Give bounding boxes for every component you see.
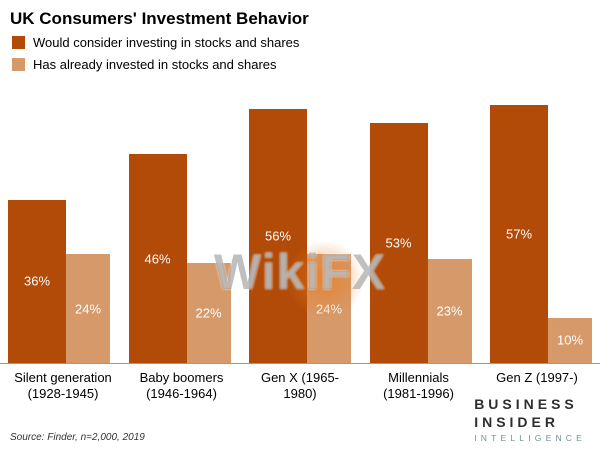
bar-pair: 56% 24%: [249, 91, 351, 363]
bar-already: 23%: [427, 258, 472, 363]
bar-value-label: 24%: [74, 301, 102, 317]
legend-swatch-already-icon: [12, 57, 25, 71]
bar-value-label: 10%: [556, 332, 584, 348]
bar-value-label: 23%: [436, 303, 463, 319]
chart-title: UK Consumers' Investment Behavior: [10, 9, 309, 28]
x-axis-label: Baby boomers (1946-1964): [139, 370, 224, 402]
legend-label-already: Has already invested in stocks and share…: [33, 56, 277, 72]
bar-consider: 57%: [490, 104, 548, 363]
bar-value-label: 53%: [385, 235, 412, 251]
legend-item-consider: Would consider investing in stocks and s…: [12, 35, 600, 52]
bar-group: 57% 10%: [490, 91, 592, 363]
plot-area: 36% 24% 46% 22% 56% 24% 53% 23% 57% 10%: [0, 92, 600, 364]
bar-consider: 36%: [8, 199, 66, 363]
x-axis-labels: Silent generation (1928-1945) Baby boomers…: [0, 364, 600, 403]
legend-label-consider: Would consider investing in stocks and s…: [33, 35, 300, 50]
bar-already: 10%: [548, 317, 592, 363]
bar-value-label: 22%: [195, 305, 222, 321]
bar-chart: 36% 24% 46% 22% 56% 24% 53% 23% 57% 10% Silent ge…: [0, 92, 600, 403]
bar-consider: 56%: [249, 109, 307, 363]
brand-line-intelligence: INTELLIGENCE: [474, 433, 586, 443]
bar-value-label: 46%: [144, 251, 171, 267]
bar-value-label: 57%: [505, 226, 533, 242]
business-insider-logo: BUSINESS INSIDER INTELLIGENCE: [474, 396, 586, 443]
bar-consider: 53%: [369, 122, 428, 363]
legend: Would consider investing in stocks and s…: [0, 33, 600, 74]
bar-pair: 36% 24%: [8, 91, 110, 363]
x-axis-label: Silent generation (1928-1945): [14, 370, 112, 402]
bar-value-label: 56%: [264, 228, 292, 244]
bar-consider: 46%: [128, 154, 187, 363]
bar-group: 46% 22%: [128, 91, 231, 363]
brand-line-insider: INSIDER: [474, 413, 559, 430]
x-axis-label: Gen Z (1997-): [496, 370, 578, 385]
source-note: Source: Finder, n=2,000, 2019: [10, 432, 145, 443]
x-axis-label: Gen X (1965-1980): [260, 370, 340, 402]
bar-group: 56% 24%: [249, 91, 351, 363]
bar-group: 36% 24%: [8, 91, 110, 363]
x-axis-label: Millennials (1981-1996): [383, 370, 454, 402]
bar-pair: 46% 22%: [128, 91, 231, 363]
bar-group: 53% 23%: [369, 91, 472, 363]
bar-pair: 53% 23%: [369, 91, 472, 363]
bar-already: 24%: [66, 254, 110, 363]
bar-value-label: 24%: [315, 301, 343, 317]
bar-already: 24%: [307, 254, 351, 363]
legend-swatch-consider-icon: [12, 36, 25, 49]
bar-already: 22%: [186, 263, 231, 363]
brand-line-business: BUSINESS: [474, 396, 578, 412]
bar-pair: 57% 10%: [490, 91, 592, 363]
legend-item-already: Has already invested in stocks and share…: [12, 57, 600, 74]
bar-value-label: 36%: [23, 273, 51, 289]
